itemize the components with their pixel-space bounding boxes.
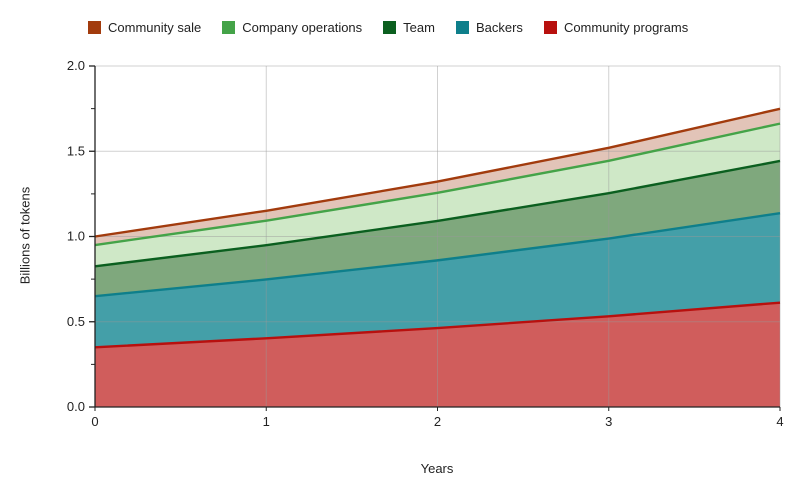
legend-swatch-icon	[455, 21, 469, 34]
x-tick-label: 0	[91, 414, 98, 429]
legend-label: Team	[403, 20, 435, 35]
legend-label: Company operations	[242, 20, 363, 35]
x-tick-label: 4	[776, 414, 783, 429]
x-tick-label: 1	[263, 414, 270, 429]
area-band-3	[95, 123, 780, 267]
chart-legend: Community sale Company operations Team Back…	[88, 20, 688, 35]
legend-item: Community sale	[88, 20, 201, 35]
series-line-0	[94, 301, 781, 349]
legend-item: Team	[383, 20, 435, 35]
series-line-3	[94, 122, 781, 247]
legend-swatch-icon	[383, 21, 397, 34]
y-tick-label: 2.0	[67, 58, 85, 73]
legend-label: Community programs	[563, 20, 689, 35]
x-tick-label: 3	[605, 414, 612, 429]
series-line-1	[94, 211, 781, 298]
y-axis-title: Billions of tokens	[17, 186, 33, 285]
x-tick-label: 2	[434, 414, 441, 429]
legend-swatch-icon	[88, 21, 101, 34]
legend-swatch-icon	[543, 21, 557, 34]
y-tick-label: 1.0	[67, 229, 85, 244]
legend-swatch-icon	[222, 21, 236, 34]
area-band-1	[95, 213, 780, 348]
legend-item: Community programs	[543, 20, 689, 35]
y-tick-label: 1.5	[67, 143, 85, 158]
x-axis-title: Years	[420, 461, 454, 476]
legend-label: Backers	[475, 20, 523, 35]
area-band-2	[95, 160, 780, 297]
series-line-4	[94, 107, 781, 238]
series-line-2	[94, 159, 781, 268]
area-band-0	[95, 302, 780, 407]
y-tick-label: 0.0	[67, 399, 85, 414]
legend-label: Community sale	[108, 20, 202, 35]
legend-item: Backers	[455, 20, 523, 35]
legend-item: Company operations	[222, 20, 362, 35]
y-tick-label: 0.5	[67, 314, 85, 329]
